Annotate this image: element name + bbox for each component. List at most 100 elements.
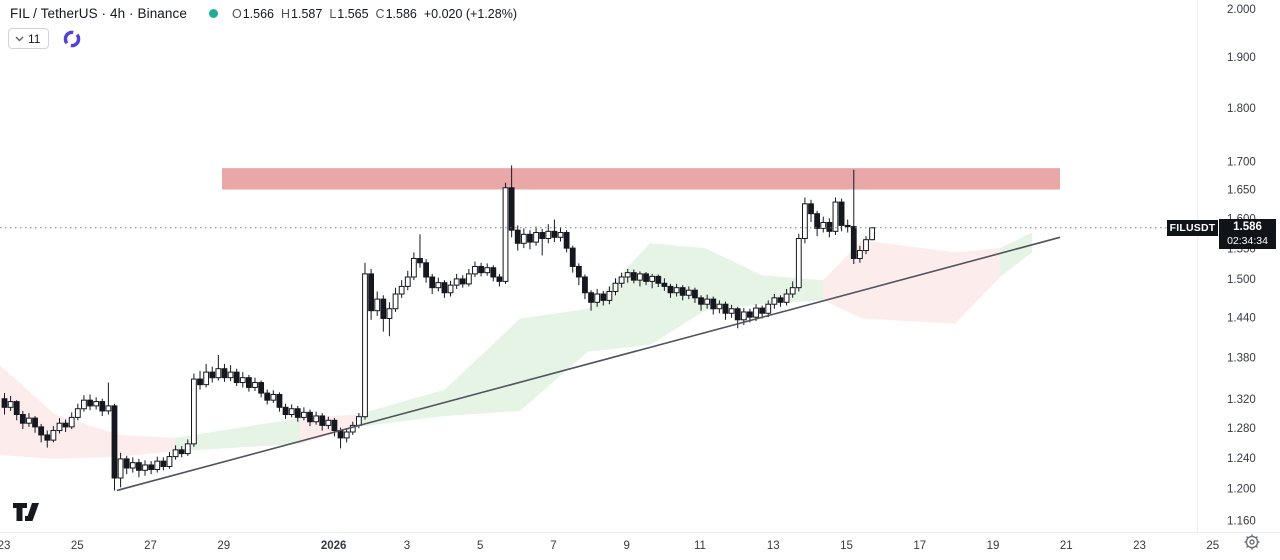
price-tick-label: 1.240 [1227, 453, 1256, 465]
candle [569, 247, 576, 267]
candle [826, 221, 833, 232]
candle [679, 287, 686, 296]
candle [172, 449, 179, 458]
ascending-trendline-drawing[interactable] [116, 236, 1061, 492]
candle [563, 232, 570, 249]
price-tick-label: 1.800 [1227, 103, 1256, 115]
candle [209, 371, 216, 379]
candle [777, 297, 784, 303]
indicator-count: 11 [28, 31, 41, 46]
open-value: 1.566 [242, 6, 274, 21]
candle [203, 371, 210, 386]
symbol-title[interactable]: FIL / TetherUS · 4h · Binance [10, 6, 187, 21]
time-tick-label: 29 [217, 540, 230, 552]
candle [765, 303, 772, 314]
candle [441, 282, 448, 294]
candle [239, 377, 246, 384]
candle [520, 233, 527, 244]
time-axis[interactable]: 23 25 27 29 2026 3 5 7 9 11 13 15 17 19 21 23 25 [0, 540, 1219, 552]
candle [129, 462, 136, 469]
candle [258, 382, 265, 394]
candle [74, 408, 81, 418]
candle [606, 290, 613, 301]
candle [496, 276, 503, 282]
price-tick-label: 1.900 [1227, 52, 1256, 64]
candle [62, 422, 69, 428]
candle [282, 406, 289, 416]
time-tick-label: 21 [1060, 540, 1073, 552]
candle [429, 276, 436, 289]
candle [19, 414, 26, 424]
candle [490, 267, 497, 278]
time-tick-label: 9 [624, 540, 630, 552]
candle [13, 401, 20, 416]
price-tick-label: 1.440 [1227, 312, 1256, 324]
candle [557, 232, 564, 238]
symbol-price-tag-text: FILUSDT [1169, 222, 1216, 234]
time-tick-label: 17 [913, 540, 926, 552]
candle [398, 285, 405, 295]
candle [789, 287, 796, 295]
candle [734, 308, 741, 321]
candle [453, 278, 460, 286]
market-status-dot-icon [208, 9, 218, 18]
candle [630, 272, 637, 281]
candle [820, 221, 827, 229]
time-tick-label: 25 [1206, 540, 1219, 552]
candle [307, 411, 313, 423]
candle [508, 187, 515, 231]
price-tick-label: 1.380 [1227, 352, 1256, 364]
candles-series [1, 165, 876, 491]
candle [44, 434, 51, 441]
price-tick-label: 1.650 [1227, 185, 1256, 197]
candle [368, 273, 375, 312]
candle [771, 297, 778, 305]
high-label: H [281, 6, 291, 21]
candle [380, 298, 387, 319]
candle [276, 393, 283, 408]
change-value: +0.020 (+1.28%) [423, 6, 517, 21]
candle [545, 230, 552, 240]
candle [582, 276, 588, 294]
price-axis[interactable]: 2.0001.9001.8001.7001.6501.6001.5501.500… [1227, 4, 1256, 527]
candle [863, 239, 869, 252]
chevron-down-icon [15, 36, 24, 41]
supply-zone-drawing[interactable] [222, 168, 1060, 190]
candle [355, 416, 362, 426]
price-tick-label: 2.000 [1227, 4, 1256, 16]
candle [184, 443, 191, 455]
candle [68, 416, 75, 428]
ichimoku-cloud [0, 232, 1032, 459]
close-value: 1.586 [385, 6, 417, 21]
sync-spinner-icon [64, 30, 81, 47]
candle [264, 392, 271, 401]
candle [142, 464, 148, 471]
candle [331, 419, 338, 432]
candle [343, 431, 350, 439]
candle [716, 303, 723, 310]
candle [514, 229, 521, 244]
candle [551, 230, 558, 238]
candle [435, 282, 442, 289]
time-tick-label: 23 [0, 540, 10, 552]
candle [673, 287, 680, 294]
candle [246, 377, 252, 388]
candle [123, 458, 130, 469]
candle [533, 232, 539, 243]
candle [802, 203, 808, 240]
low-value: 1.565 [337, 6, 369, 21]
candle [423, 262, 429, 278]
candle [178, 449, 185, 455]
tradingview-logo-icon[interactable] [12, 502, 40, 524]
candle [539, 232, 546, 240]
settings-gear-icon[interactable] [1242, 532, 1262, 552]
price-tick-label: 1.500 [1227, 274, 1256, 286]
candle [618, 276, 625, 284]
price-tick-label: 1.700 [1227, 157, 1256, 169]
candle [459, 278, 466, 285]
candle [857, 250, 863, 259]
candle [325, 419, 332, 426]
indicators-collapse-button[interactable]: 11 [8, 28, 50, 49]
